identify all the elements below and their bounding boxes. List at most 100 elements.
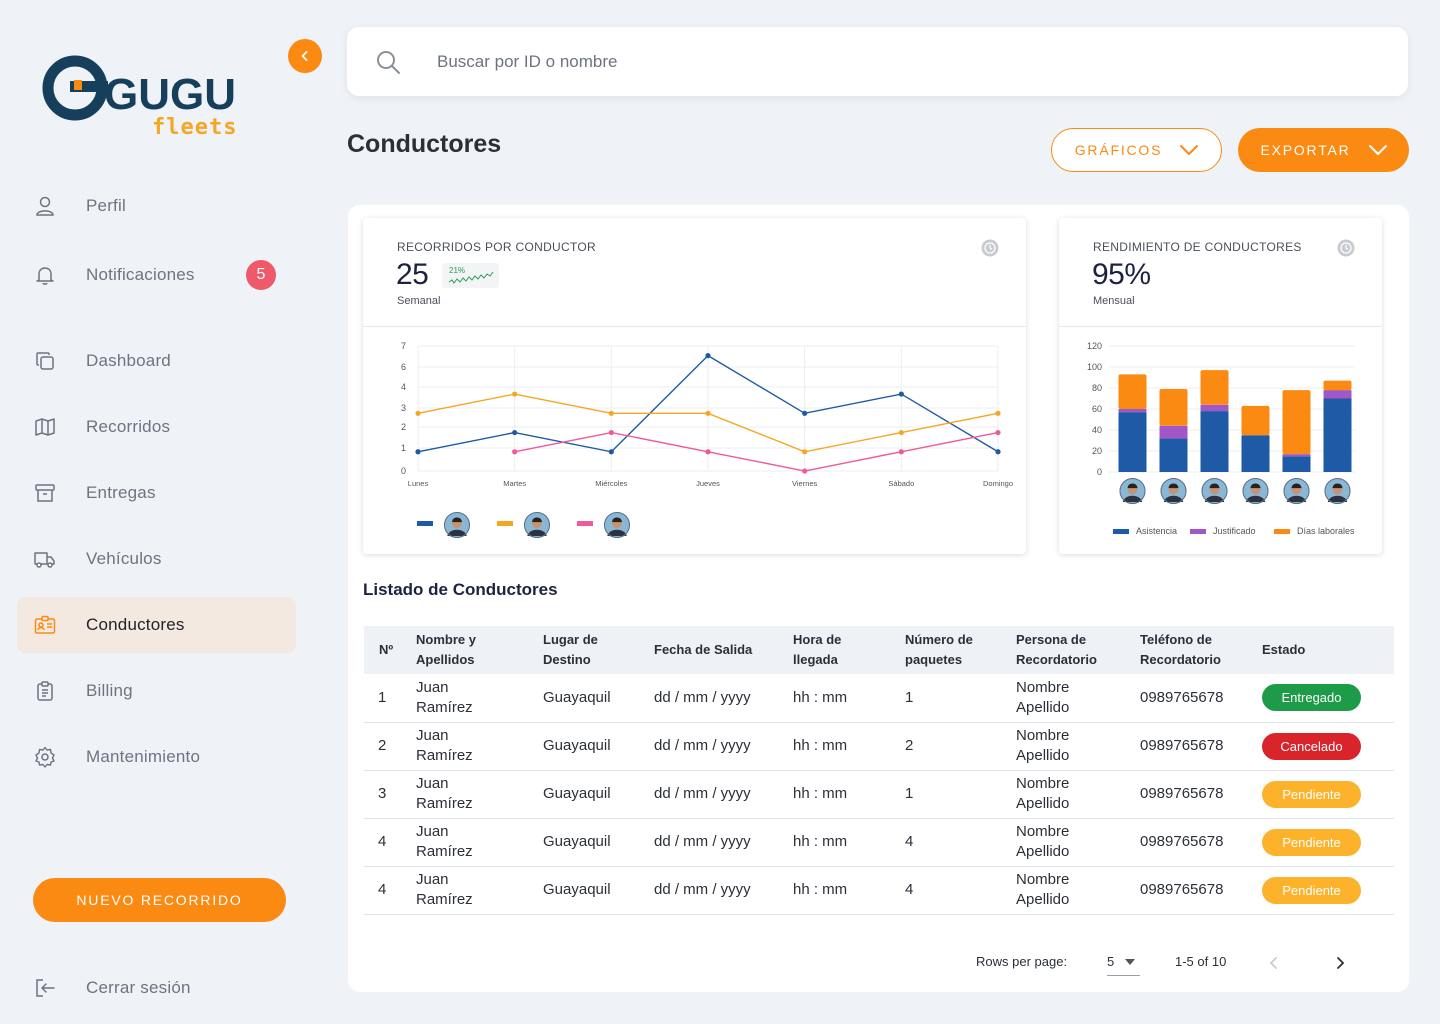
- sidebar-item-billing[interactable]: Billing: [17, 663, 296, 719]
- rows-per-page-label: Rows per page:: [976, 954, 1068, 969]
- x-tick-label: Domingo: [983, 479, 1013, 488]
- sidebar-item-notificaciones[interactable]: Notificaciones 5: [17, 247, 296, 303]
- card-period: Semanal: [397, 295, 441, 307]
- data-point: [608, 410, 614, 416]
- col-header-departure-date[interactable]: Fecha de Salida: [654, 642, 753, 657]
- y-tick-label: 6: [401, 362, 406, 372]
- clock-icon[interactable]: [1337, 239, 1355, 257]
- bar-segment: [1241, 405, 1270, 436]
- driver-avatar[interactable]: [1324, 478, 1351, 504]
- cell-number: 3: [364, 770, 416, 819]
- sidebar-item-entregas[interactable]: Entregas: [17, 465, 296, 521]
- col-header-reminder-person[interactable]: Persona de Recordatorio: [1016, 632, 1097, 667]
- cell-number: 4: [364, 866, 416, 915]
- gugu-fleets-logo[interactable]: GUGU fleets: [42, 52, 242, 142]
- bar-segment: [1282, 454, 1311, 457]
- card-divider: [363, 326, 1026, 327]
- search-bar: [347, 27, 1408, 96]
- cell-reminder-phone: 0989765678: [1140, 866, 1262, 915]
- cell-reminder-person: Nombre Apellido: [1016, 866, 1140, 915]
- table-row[interactable]: 2 Juan Ramírez Guayaquil dd / mm / yyyy …: [364, 722, 1394, 771]
- sidebar-item-label: Recorridos: [86, 417, 171, 436]
- cell-departure-date: dd / mm / yyyy: [654, 770, 793, 819]
- cell-reminder-person: Nombre Apellido: [1016, 722, 1140, 771]
- cell-departure-date: dd / mm / yyyy: [654, 722, 793, 771]
- logout-label: Cerrar sesión: [86, 978, 191, 997]
- col-header-name[interactable]: Nombre y Apellidos: [416, 632, 476, 667]
- driver-avatar[interactable]: [1119, 478, 1146, 504]
- clock-icon[interactable]: [981, 239, 999, 257]
- driver-avatar[interactable]: [524, 512, 550, 538]
- charts-dropdown-button[interactable]: GRÁFICOS: [1051, 128, 1222, 172]
- col-header-destination[interactable]: Lugar de Destino: [543, 632, 598, 667]
- legend-label: Justificado: [1213, 526, 1256, 536]
- y-tick-label: 100: [1087, 362, 1102, 372]
- id-card-icon: [34, 615, 56, 634]
- driver-avatar[interactable]: [1201, 478, 1228, 504]
- status-badge[interactable]: Pendiente: [1262, 828, 1361, 856]
- sidebar-item-recorridos[interactable]: Recorridos: [17, 399, 296, 455]
- clipboard-icon: [37, 681, 53, 701]
- cell-arrival-time: hh : mm: [793, 770, 905, 819]
- prev-page-icon[interactable]: [1268, 956, 1280, 970]
- avatar-body: [1122, 495, 1143, 503]
- sidebar-item-dashboard[interactable]: Dashboard: [17, 333, 296, 389]
- y-tick-label: 2: [401, 422, 406, 432]
- new-trip-button[interactable]: NUEVO RECORRIDO: [33, 878, 286, 922]
- legend-swatch: [1113, 529, 1129, 534]
- cell-reminder-person: Nombre Apellido: [1016, 674, 1140, 723]
- collapse-sidebar-button[interactable]: [288, 39, 322, 73]
- sidebar-item-mantenimiento[interactable]: Mantenimiento: [17, 729, 296, 785]
- chevron-left-icon: [301, 51, 308, 61]
- export-dropdown-button[interactable]: EXPORTAR: [1238, 128, 1409, 172]
- col-header-arrival-time[interactable]: Hora de llegada: [793, 632, 842, 667]
- cell-arrival-time: hh : mm: [793, 674, 905, 723]
- bar-segment: [1118, 374, 1147, 409]
- driver-avatar[interactable]: [1283, 478, 1310, 504]
- y-tick-label: 40: [1092, 425, 1102, 435]
- sidebar-item-perfil[interactable]: Perfil: [17, 178, 296, 234]
- table-row[interactable]: 4 Juan Ramírez Guayaquil dd / mm / yyyy …: [364, 818, 1394, 867]
- drivers-list-title: Listado de Conductores: [363, 580, 558, 599]
- driver-avatar[interactable]: [1160, 478, 1187, 504]
- export-button-label: EXPORTAR: [1260, 142, 1351, 158]
- x-tick-label: Viernes: [792, 479, 818, 488]
- avatar-ring: [1324, 478, 1351, 504]
- sidebar-item-label: Conductores: [86, 615, 185, 634]
- avatar-ring: [604, 512, 630, 538]
- search-icon[interactable]: [375, 49, 401, 75]
- logout-button[interactable]: Cerrar sesión: [17, 960, 296, 1016]
- driver-avatar[interactable]: [444, 512, 470, 538]
- cell-name: Juan Ramírez: [416, 722, 543, 771]
- col-header-reminder-phone[interactable]: Teléfono de Recordatorio: [1140, 632, 1221, 667]
- data-point: [512, 429, 518, 436]
- col-header-status[interactable]: Estado: [1262, 642, 1306, 657]
- sidebar-item-label: Dashboard: [86, 351, 171, 370]
- status-badge[interactable]: Pendiente: [1262, 780, 1361, 808]
- driver-avatar[interactable]: [604, 512, 630, 538]
- y-tick-label: 1: [401, 443, 406, 453]
- col-header-number[interactable]: Nº: [379, 642, 394, 657]
- user-icon: [36, 196, 54, 216]
- status-badge[interactable]: Pendiente: [1262, 876, 1361, 904]
- rows-per-page-select[interactable]: 5: [1107, 954, 1140, 976]
- col-header-packages[interactable]: Número de paquetes: [905, 632, 973, 667]
- status-badge[interactable]: Entregado: [1262, 684, 1361, 712]
- sidebar-item-conductores[interactable]: Conductores: [17, 597, 296, 653]
- table-row[interactable]: 1 Juan Ramírez Guayaquil dd / mm / yyyy …: [364, 674, 1394, 723]
- cell-packages: 4: [905, 866, 1016, 915]
- driver-avatar[interactable]: [1242, 478, 1269, 504]
- sidebar-item-vehiculos[interactable]: Vehículos: [17, 531, 296, 587]
- logo-sub-text: fleets: [152, 115, 237, 140]
- table-row[interactable]: 3 Juan Ramírez Guayaquil dd / mm / yyyy …: [364, 770, 1394, 819]
- bar-segment: [1200, 411, 1229, 472]
- status-badge[interactable]: Cancelado: [1262, 732, 1361, 760]
- bar-segment: [1282, 390, 1311, 455]
- next-page-icon[interactable]: [1334, 956, 1346, 970]
- search-input[interactable]: [437, 47, 1337, 77]
- data-point: [802, 468, 808, 474]
- driver-performance-card: RENDIMIENTO DE CONDUCTORES 95% Mensual 0…: [1059, 218, 1382, 554]
- table-row[interactable]: 4 Juan Ramírez Guayaquil dd / mm / yyyy …: [364, 866, 1394, 915]
- cell-reminder-phone: 0989765678: [1140, 674, 1262, 723]
- cell-destination: Guayaquil: [543, 722, 654, 771]
